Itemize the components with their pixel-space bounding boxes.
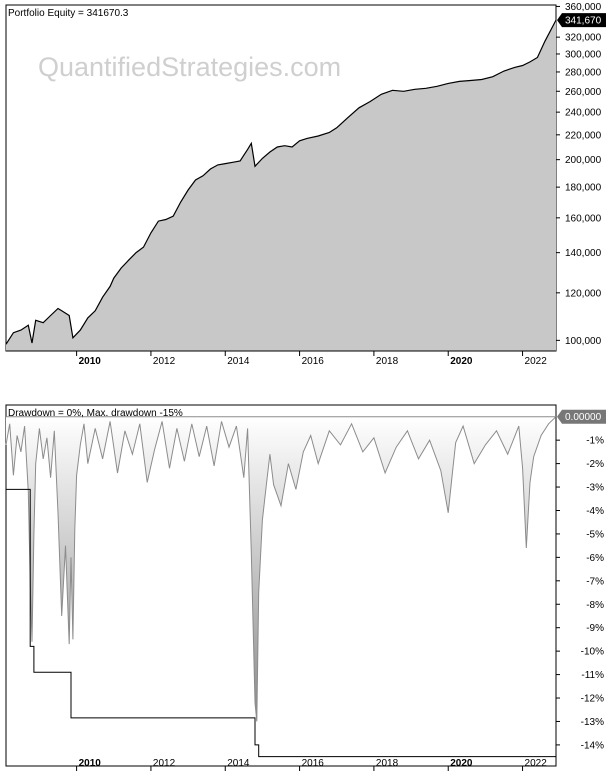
drawdown-last-value-tag-shape [557,409,606,424]
drawdown-y-tick-label: -14% [581,740,604,751]
equity-y-tick-label: 140,000 [565,248,602,259]
drawdown-y-tick-label: -2% [586,459,604,470]
equity-last-value-tag: 341,670 [557,13,606,28]
equity-last-value-tag-shape [557,13,606,28]
equity-y-tick-label: 260,000 [565,87,602,98]
drawdown-y-tick-label: -9% [586,623,604,634]
drawdown-y-tick-label: -8% [586,600,604,611]
drawdown-y-tick-label: -4% [586,506,604,517]
drawdown-panel: Drawdown = 0%, Max. drawdown -15% -1% -2%… [5,404,606,771]
equity-x-tick-label: 2010 [79,356,102,367]
equity-watermark: QuantifiedStrategies.com [38,52,341,82]
drawdown-y-tick-label: -6% [586,553,604,564]
drawdown-y-tick-label: -7% [586,576,604,587]
equity-y-axis: 100,000 120,000 140,000 160,000 180,000 200,0… [556,2,602,347]
drawdown-series-line [5,416,557,722]
equity-x-tick-label: 2022 [525,356,548,367]
drawdown-y-tick-label: -10% [581,647,604,658]
drawdown-title: Drawdown = 0%, Max. drawdown -15% [8,408,183,419]
drawdown-x-tick-label: 2020 [450,758,473,769]
equity-area-fill [6,20,556,351]
drawdown-last-value-label: 0.00000 [565,412,602,423]
drawdown-y-tick-label: -1% [586,436,604,447]
drawdown-y-tick-label: -11% [581,670,604,681]
equity-x-tick-label: 2014 [227,356,250,367]
drawdown-x-axis: 2010 2012 2014 2016 2018 2020 2022 [76,758,548,771]
equity-y-tick-label: 180,000 [565,183,602,194]
drawdown-x-tick-label: 2010 [79,758,102,769]
equity-title: Portfolio Equity = 341670.3 [8,8,129,19]
drawdown-y-axis: -1% -2% -3% -4% -5% -6% -7% -8% -9% -10% -11% -12% -… [556,436,604,751]
equity-panel: QuantifiedStrategies.com Portfolio Equit… [5,2,606,367]
equity-x-tick-label: 2016 [302,356,325,367]
equity-y-tick-label: 200,000 [565,155,602,166]
equity-x-tick-label: 2012 [153,356,176,367]
equity-x-tick-label: 2020 [450,356,473,367]
equity-y-tick-label: 220,000 [565,130,602,141]
drawdown-y-tick-label: -3% [586,483,604,494]
drawdown-area-group [5,416,557,758]
equity-x-axis: 2010 2012 2014 2016 2018 2020 2022 [76,351,548,367]
drawdown-x-tick-label: 2012 [153,758,176,769]
equity-area-group [5,19,557,351]
drawdown-x-tick-label: 2018 [376,758,399,769]
drawdown-last-value-tag: 0.00000 [557,409,606,424]
equity-y-tick-label: 360,000 [565,2,602,13]
drawdown-y-tick-label: -13% [581,717,604,728]
drawdown-x-tick-label: 2016 [302,758,325,769]
equity-y-tick-label: 280,000 [565,67,602,78]
drawdown-area-fill [6,416,556,722]
drawdown-y-tick-label: -12% [581,694,604,705]
equity-y-tick-label: 100,000 [565,336,602,347]
equity-y-tick-label: 300,000 [565,49,602,60]
drawdown-x-tick-label: 2014 [227,758,250,769]
equity-y-tick-label: 160,000 [565,213,602,224]
equity-x-tick-label: 2018 [376,356,399,367]
max-drawdown-line [6,488,556,758]
drawdown-y-tick-label: -5% [586,529,604,540]
equity-series-line [5,19,557,345]
equity-y-tick-label: 320,000 [565,33,602,44]
drawdown-x-tick-label: 2022 [525,758,548,769]
equity-y-tick-label: 120,000 [565,288,602,299]
equity-y-tick-label: 240,000 [565,108,602,119]
equity-last-value-label: 341,670 [565,16,602,27]
